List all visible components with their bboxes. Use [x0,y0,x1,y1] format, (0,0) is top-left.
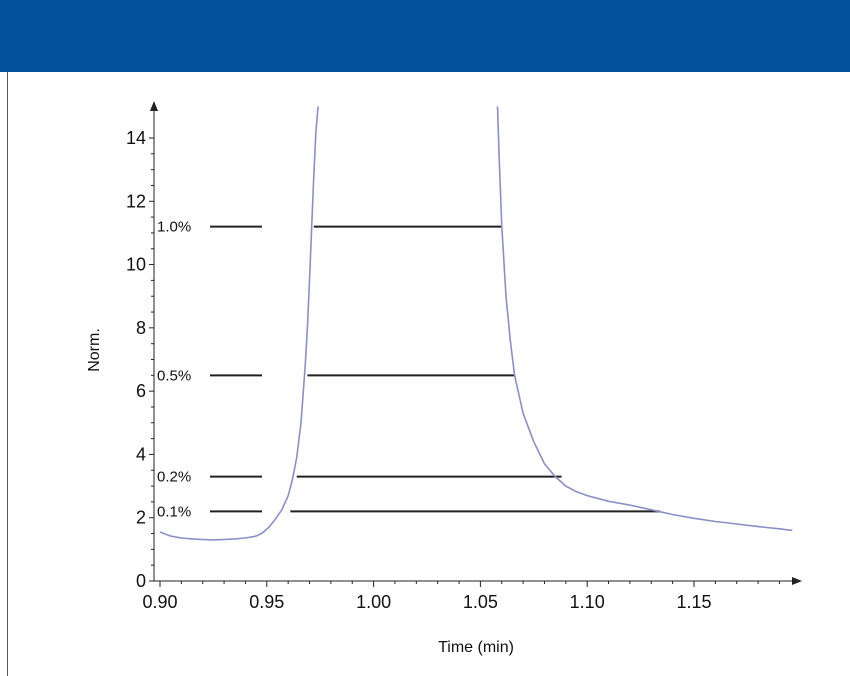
x-tick-label: 1.10 [570,592,605,612]
level-label: 0.1% [157,503,191,520]
y-tick-label: 14 [126,128,146,148]
curve-segment [496,106,793,532]
y-tick-label: 4 [136,444,146,464]
y-axis-title: Norm. [86,328,103,372]
y-tick-label: 10 [126,255,146,275]
level-label: 1.0% [157,219,191,236]
y-tick-label: 8 [136,318,146,338]
y-axis-arrow [150,101,158,111]
y-tick-label: 2 [136,508,146,528]
y-tick-label: 0 [136,571,146,591]
x-tick-label: 1.05 [463,592,498,612]
x-tick-label: 1.00 [356,592,391,612]
panel-border [7,72,8,676]
level-markers: 1.0% 0.5% 0.2% 0.1% [157,219,660,520]
x-axis-title: Time (min) [438,639,514,656]
curve-segment [159,106,319,541]
level-label: 0.5% [157,367,191,384]
x-tick-label: 0.90 [142,592,177,612]
y-tick-label: 12 [126,191,146,211]
header-bar [0,0,850,72]
x-tick-label: 0.95 [249,592,284,612]
y-tick-label: 6 [136,381,146,401]
level-label: 0.2% [157,469,191,486]
x-axis-arrow [792,577,802,585]
chromatogram-curve [159,106,793,541]
x-tick-label: 1.15 [676,592,711,612]
axes: 0 2 4 6 8 10 12 14 0.90 0.95 1.00 1.05 1.10 1.15 [126,101,802,612]
